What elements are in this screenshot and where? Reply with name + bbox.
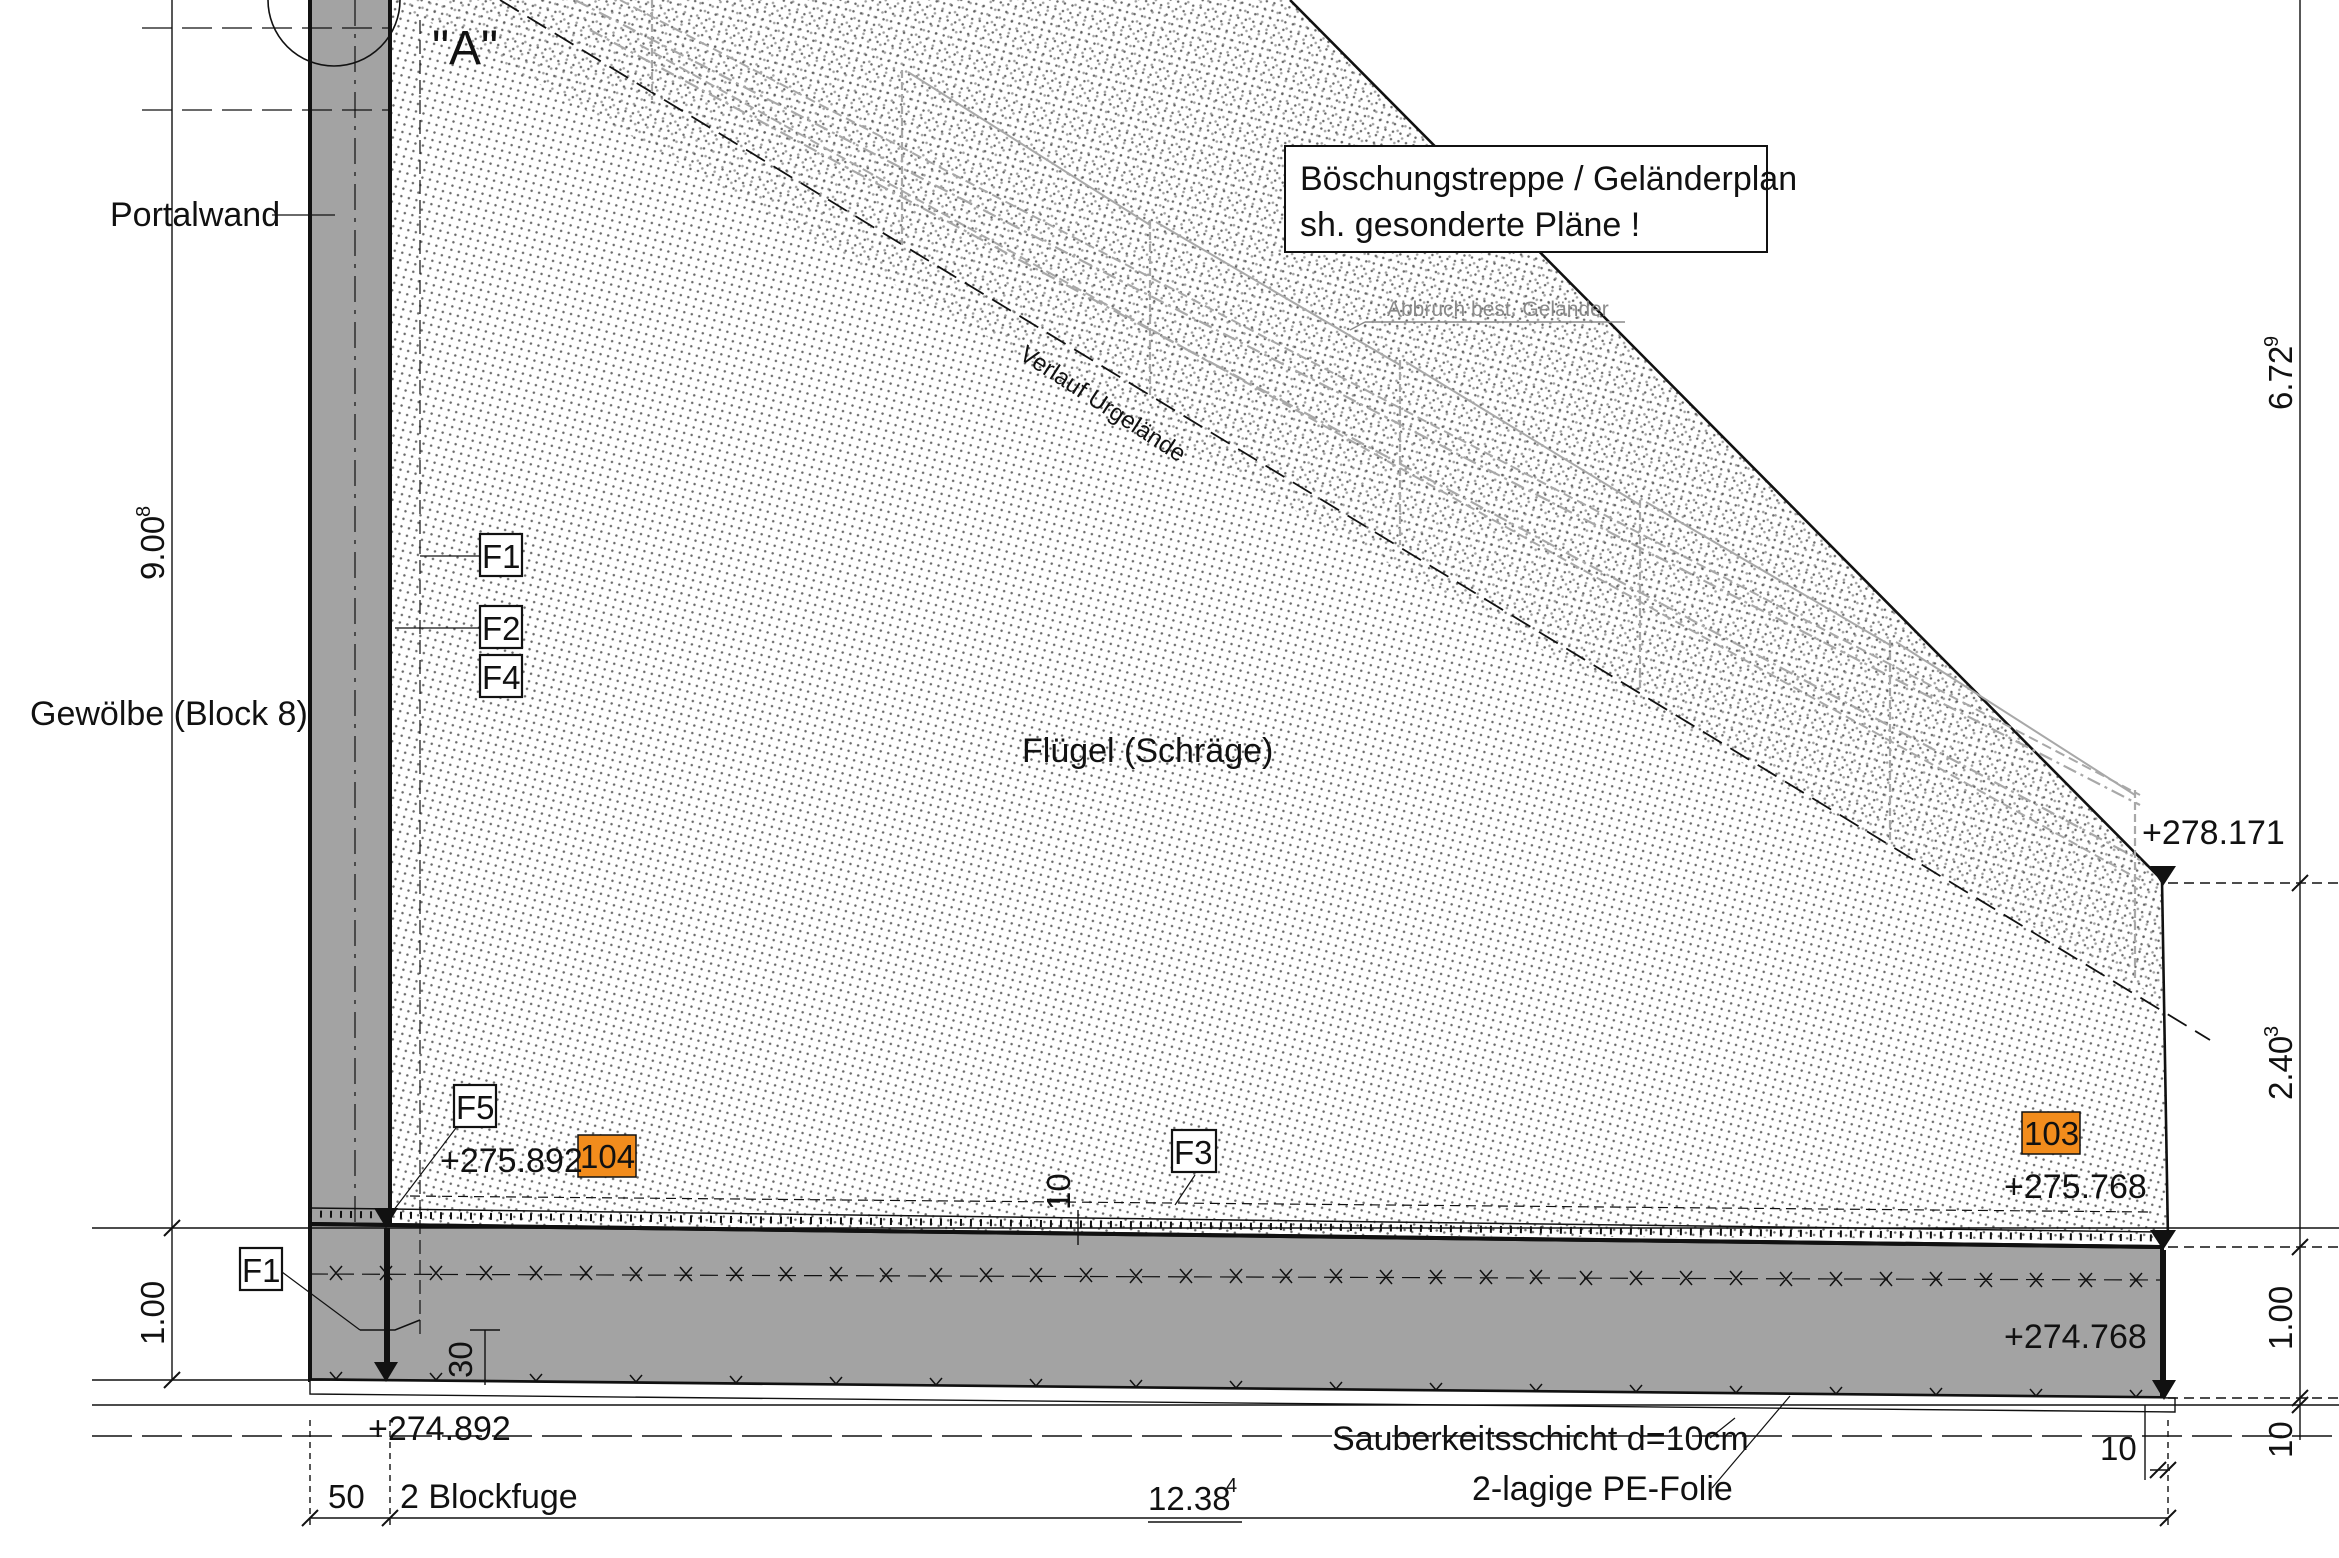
dim-right-top: 6.72 9 bbox=[2261, 336, 2299, 410]
wing-area bbox=[390, 0, 2168, 1240]
wing-bottom-dashed bbox=[409, 1195, 2151, 1213]
base-slab bbox=[308, 1221, 2164, 1401]
tag-103-box bbox=[2021, 1111, 2081, 1155]
foil-leader bbox=[1711, 1395, 1791, 1489]
svg-text:4: 4 bbox=[1226, 1475, 1237, 1497]
level-right-base: +274.768 bbox=[2004, 1318, 2147, 1356]
svg-text:9: 9 bbox=[2261, 336, 2283, 347]
svg-text:12.38: 12.38 bbox=[1148, 1480, 1231, 1517]
tag-f4: F4 bbox=[482, 659, 521, 696]
block-joint-label: 2 Blockfuge bbox=[400, 1478, 578, 1516]
svg-text:3: 3 bbox=[2261, 1026, 2283, 1037]
note-line-1: Böschungstreppe / Geländerplan bbox=[1300, 160, 1797, 198]
portal-wall-body bbox=[310, 0, 390, 1230]
foil-label: 2-lagige PE-Folie bbox=[1472, 1470, 1733, 1508]
dim-bottom-10: 10 bbox=[2100, 1430, 2137, 1467]
f3-leader bbox=[1174, 1174, 1196, 1206]
terrain-line bbox=[499, 0, 2211, 1041]
portal-wall-label: Portalwand bbox=[110, 196, 280, 234]
tag-f5: F5 bbox=[456, 1089, 495, 1126]
dim-bottom-total: 12.38 4 bbox=[1148, 1475, 1237, 1517]
section-mark: "A" bbox=[432, 22, 498, 75]
tag-103: 103 bbox=[2024, 1115, 2079, 1152]
tag-104: 104 bbox=[580, 1138, 635, 1175]
f1-lower-leader bbox=[281, 1271, 361, 1331]
dim-right-base: 1.00 bbox=[2262, 1286, 2299, 1350]
tag-f2-box bbox=[478, 604, 524, 650]
base-recess-mark bbox=[360, 1319, 421, 1331]
detail-a-circle bbox=[267, 0, 401, 67]
svg-text:6.72: 6.72 bbox=[2262, 346, 2299, 410]
dim-left-base: 1.00 bbox=[134, 1281, 171, 1345]
demolition-railing bbox=[574, 0, 2141, 980]
note-line-2: sh. gesonderte Pläne ! bbox=[1300, 206, 1640, 244]
f5-leader bbox=[389, 1119, 463, 1216]
blinding-label: Sauberkeitsschicht d=10cm bbox=[1332, 1420, 1749, 1458]
tag-f2: F2 bbox=[482, 610, 521, 647]
svg-text:8: 8 bbox=[133, 506, 155, 517]
demolition-leader-2 bbox=[1349, 321, 1366, 331]
dimension-lines bbox=[92, 0, 2339, 1525]
level-left-base: +274.892 bbox=[368, 1410, 511, 1448]
wing-label: Flügel (Schräge) bbox=[1022, 732, 1273, 770]
tag-f1-lower-box bbox=[238, 1246, 284, 1292]
tag-f4-box bbox=[478, 653, 524, 699]
level-left-mid: +275.892 bbox=[440, 1142, 583, 1180]
svg-text:9.00: 9.00 bbox=[134, 516, 171, 580]
dim-left-main: 9.00 8 bbox=[133, 506, 171, 580]
tag-f5-box bbox=[452, 1083, 498, 1129]
tag-f3: F3 bbox=[1174, 1134, 1213, 1171]
demolition-label: Abbruch best. Geländer bbox=[1387, 298, 1609, 321]
tag-f1-lower: F1 bbox=[242, 1252, 281, 1289]
level-arrows bbox=[374, 866, 2176, 1400]
svg-text:2.40: 2.40 bbox=[2262, 1036, 2299, 1100]
dim-right-blinding: 10 bbox=[2262, 1421, 2299, 1458]
tag-f1-upper-box bbox=[478, 532, 524, 578]
note-box bbox=[1284, 145, 1768, 253]
level-right-mid: +275.768 bbox=[2004, 1168, 2147, 1206]
blinding-layer bbox=[309, 1379, 2176, 1413]
tag-104-box bbox=[577, 1134, 637, 1178]
wing-dense-strip bbox=[390, 0, 2162, 1000]
tag-f1-upper: F1 bbox=[482, 538, 521, 575]
dim-right-mid: 2.40 3 bbox=[2261, 1026, 2299, 1100]
level-top-right: +278.171 bbox=[2142, 814, 2285, 852]
dim-bottom-50: 50 bbox=[328, 1478, 365, 1515]
wing-right-edge bbox=[2160, 879, 2170, 1241]
blinding-leader bbox=[1709, 1417, 1736, 1439]
dim-recess-30: 30 bbox=[442, 1341, 479, 1378]
vault-label: Gewölbe (Block 8) bbox=[30, 695, 308, 733]
dim-recess-10: 10 bbox=[1040, 1173, 1077, 1210]
tag-f3-box bbox=[1170, 1128, 1218, 1174]
dimension-ticks bbox=[163, 874, 2309, 1527]
